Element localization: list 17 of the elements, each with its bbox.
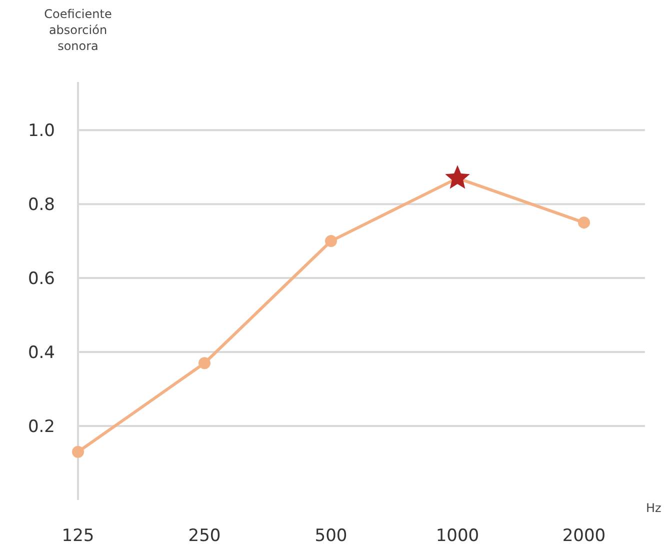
x-tick-label: 250	[188, 526, 221, 546]
x-axis-title: Hz	[646, 501, 662, 515]
x-tick-label: 125	[62, 526, 94, 546]
x-tick-label: 500	[314, 526, 348, 546]
y-tick-label: 0.8	[28, 195, 55, 216]
point	[325, 235, 337, 248]
point	[578, 216, 590, 229]
y-axis-title: Coeficiente absorción sonora	[44, 7, 112, 53]
point	[445, 165, 470, 189]
x-tick-label: 2000	[562, 526, 606, 546]
y-tick-label: 0.6	[28, 269, 55, 290]
y-tick-label: 1.0	[28, 121, 55, 142]
x-tick-label: 1000	[436, 526, 480, 546]
y-tick-label: 0.2	[28, 416, 55, 437]
y-tick-label: 0.4	[28, 342, 55, 363]
point	[72, 446, 84, 458]
point	[198, 357, 210, 370]
